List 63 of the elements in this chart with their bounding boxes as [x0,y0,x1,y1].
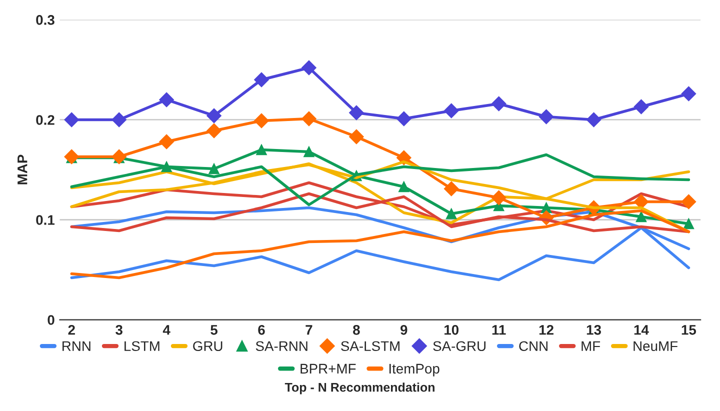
point [683,218,694,230]
legend-label: RNN [62,341,90,351]
y-tick-label: 0.2 [36,115,54,125]
legend-label: LSTM [124,341,160,352]
x-tick-label: 12 [539,324,554,335]
x-tick-label: 6 [258,324,265,335]
point [681,194,696,210]
x-tick-label: 4 [162,325,170,335]
y-tick-label: 0 [48,315,54,325]
point [636,211,647,222]
x-tick-label: 5 [210,325,218,335]
point [302,111,316,126]
point [444,103,459,118]
point [538,109,554,124]
y-axis-title: MAP [18,154,28,184]
point [112,112,126,128]
legend-label: SA-GRU [433,341,486,352]
legend-label: SA-LSTM [341,341,400,352]
y-tick-label: 0.3 [36,15,54,25]
x-axis-title: Top - N Recommendation [284,382,434,394]
point [634,194,649,210]
x-tick-label: 13 [586,324,601,335]
point [64,112,80,128]
x-tick-label: 3 [116,324,122,335]
x-tick-label: 10 [444,324,459,335]
point [681,86,696,102]
legend-label: BPR+MF [300,364,356,374]
legend-label: GRU [193,341,222,352]
point [396,111,412,126]
x-tick-label: 8 [353,324,360,335]
point [159,92,174,108]
point [634,99,649,114]
x-tick-label: 11 [492,325,506,335]
point [349,105,364,120]
x-tick-label: 14 [634,325,649,335]
point [206,108,222,124]
y-tick-label: 0.1 [36,215,55,225]
point [159,134,174,150]
point [444,181,459,196]
point [256,144,267,156]
legend-label: NeuMF [634,341,678,352]
point [491,190,506,206]
point [254,113,269,128]
x-tick-label: 7 [306,325,312,335]
point [398,181,410,192]
x-tick-label: 15 [682,325,696,335]
point [349,129,364,144]
point [304,146,314,158]
point [302,60,316,76]
point [254,72,269,88]
point [586,112,602,128]
point [491,96,506,112]
point [446,208,457,220]
legend-label: CNN [519,341,548,352]
point [208,163,220,174]
legend-label: SA-RNN [256,341,308,352]
point [206,123,222,138]
x-tick-label: 9 [400,324,408,335]
point [112,149,126,164]
legend-label: ItemPop [389,364,440,376]
legend-label: MF [582,341,600,351]
x-tick-label: 2 [68,324,75,335]
point [64,149,80,164]
